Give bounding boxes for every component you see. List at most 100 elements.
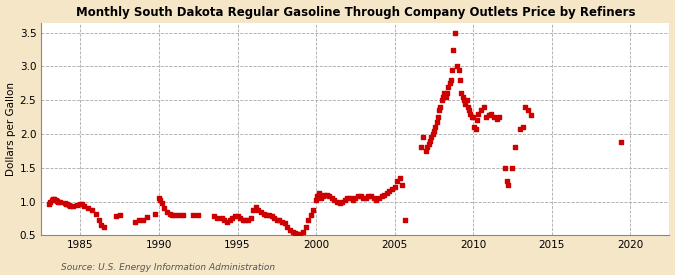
Point [345,196,356,200]
Point [381,191,392,196]
Point [483,113,494,117]
Point [319,192,329,197]
Point [90,211,101,216]
Point [366,194,377,198]
Point [142,215,153,219]
Point [300,225,311,229]
Point [83,206,94,210]
Point [245,216,256,221]
Point [266,214,277,219]
Point [384,189,395,194]
Point [306,213,317,217]
Point [313,191,324,196]
Point [232,214,243,219]
Point [486,112,497,116]
Point [465,112,476,116]
Point [161,210,172,214]
Point [337,199,348,204]
Point [324,194,335,198]
Point [473,112,484,116]
Point [369,196,379,200]
Point [448,47,459,52]
Point [494,115,505,119]
Point [439,91,450,96]
Point [461,98,472,102]
Point [292,232,303,236]
Point [235,216,246,221]
Point [130,220,141,224]
Point [433,115,443,119]
Point [157,201,167,205]
Point [256,210,267,214]
Point [173,213,184,217]
Point [331,199,342,204]
Point [515,126,526,131]
Point [489,115,500,119]
Point [429,128,439,133]
Point [138,218,148,222]
Point [418,135,429,139]
Point [358,196,369,200]
Point [522,108,533,112]
Point [62,202,73,207]
Point [259,211,269,216]
Point [63,203,74,207]
Point [87,208,98,213]
Point [520,105,531,109]
Point [616,140,626,144]
Point [308,207,319,212]
Point [457,95,468,99]
Point [421,149,431,153]
Text: Source: U.S. Energy Information Administration: Source: U.S. Energy Information Administ… [61,263,275,272]
Point [342,196,353,200]
Point [221,220,232,224]
Point [371,198,381,202]
Point [355,194,366,198]
Point [466,115,477,119]
Point [456,91,466,96]
Point [363,194,374,198]
Point [248,207,259,212]
Point [443,84,454,89]
Point [446,78,456,82]
Point [269,216,279,221]
Point [61,201,72,206]
Point [279,221,290,226]
Point [433,108,444,112]
Point [230,214,240,219]
Point [426,135,437,139]
Point [479,105,489,109]
Point [49,197,59,201]
Point [93,218,104,223]
Point [271,218,282,222]
Point [452,64,463,69]
Point [242,218,253,222]
Point [441,91,452,96]
Point [450,31,460,35]
Point [164,211,175,216]
Point [379,192,389,197]
Point [518,125,529,130]
Point [96,223,107,227]
Point [238,218,248,222]
Point [76,202,87,207]
Point [423,142,434,146]
Point [464,108,475,112]
Point [350,196,360,200]
Point [329,198,340,202]
Point [193,213,204,217]
Point [462,105,473,109]
Point [510,145,520,150]
Point [99,225,109,229]
Point [425,139,435,143]
Point [507,166,518,170]
Point [352,194,363,198]
Point [219,218,230,223]
Point [499,166,510,170]
Point [250,205,261,209]
Point [224,218,235,223]
Point [525,113,536,117]
Point [431,120,442,124]
Point [274,218,285,223]
Point [444,81,455,86]
